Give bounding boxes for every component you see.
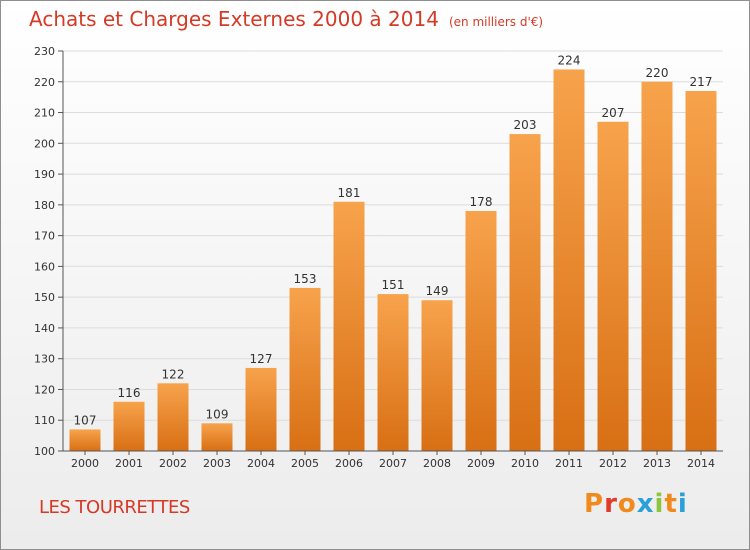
data-label-2012: 207 bbox=[602, 106, 625, 120]
logo-letter: i bbox=[677, 489, 688, 519]
data-label-2002: 122 bbox=[162, 367, 185, 381]
bar-2000 bbox=[69, 429, 101, 451]
bar-2007 bbox=[377, 294, 409, 451]
logo-letter: t bbox=[664, 489, 678, 519]
bar-2009 bbox=[465, 211, 497, 451]
x-tick-label-2005: 2005 bbox=[291, 457, 319, 470]
data-label-2006: 181 bbox=[338, 186, 361, 200]
logo-letter: P bbox=[584, 489, 605, 519]
chart-title: Achats et Charges Externes 2000 à 2014 (e… bbox=[29, 7, 543, 31]
x-tick-label-2007: 2007 bbox=[379, 457, 407, 470]
bar-2001 bbox=[113, 401, 145, 451]
bar-2006 bbox=[333, 201, 365, 451]
x-tick-label-2009: 2009 bbox=[467, 457, 495, 470]
title-text: Achats et Charges Externes 2000 à 2014 bbox=[29, 7, 439, 31]
data-label-2003: 109 bbox=[206, 407, 229, 421]
bar-2010 bbox=[509, 134, 541, 452]
data-label-2005: 153 bbox=[294, 272, 317, 286]
x-tick-label-2004: 2004 bbox=[247, 457, 275, 470]
logo-letter: x bbox=[636, 489, 655, 519]
x-tick-label-2013: 2013 bbox=[643, 457, 671, 470]
y-tick-label: 140 bbox=[34, 322, 55, 335]
x-tick-label-2003: 2003 bbox=[203, 457, 231, 470]
bar-2012 bbox=[597, 121, 629, 452]
data-label-2010: 203 bbox=[514, 118, 537, 132]
data-label-2011: 224 bbox=[558, 53, 581, 67]
proxiti-logo: Proxiti bbox=[584, 489, 688, 519]
data-label-2001: 116 bbox=[118, 386, 141, 400]
x-tick-label-2002: 2002 bbox=[159, 457, 187, 470]
y-tick-label: 210 bbox=[34, 107, 55, 120]
bar-2014 bbox=[685, 91, 717, 451]
x-tick-label-2011: 2011 bbox=[555, 457, 583, 470]
y-tick-label: 120 bbox=[34, 383, 55, 396]
y-tick-label: 190 bbox=[34, 168, 55, 181]
data-label-2000: 107 bbox=[74, 413, 97, 427]
y-tick-label: 100 bbox=[34, 445, 55, 458]
x-tick-label-2014: 2014 bbox=[687, 457, 715, 470]
commune-name: LES TOURRETTES bbox=[39, 497, 190, 518]
axes bbox=[58, 50, 723, 455]
y-tick-label: 220 bbox=[34, 76, 55, 89]
data-label-2009: 178 bbox=[470, 195, 493, 209]
x-tick-label-2012: 2012 bbox=[599, 457, 627, 470]
y-tick-label: 230 bbox=[34, 45, 55, 58]
data-label-2013: 220 bbox=[646, 66, 669, 80]
x-tick-label-2001: 2001 bbox=[115, 457, 143, 470]
x-tick-label-2006: 2006 bbox=[335, 457, 363, 470]
data-label-2007: 151 bbox=[382, 278, 405, 292]
data-label-2008: 149 bbox=[426, 284, 449, 298]
bars bbox=[69, 69, 717, 452]
title-unit: (en milliers d'€) bbox=[448, 15, 544, 29]
x-tick-label-2008: 2008 bbox=[423, 457, 451, 470]
data-label-2004: 127 bbox=[250, 352, 273, 366]
y-tick-label: 130 bbox=[34, 353, 55, 366]
x-tick-label-2010: 2010 bbox=[511, 457, 539, 470]
logo-letter: o bbox=[617, 489, 637, 519]
y-tick-label: 160 bbox=[34, 260, 55, 273]
bar-2004 bbox=[245, 367, 277, 451]
y-tick-label: 110 bbox=[34, 414, 55, 427]
x-tick-label-2000: 2000 bbox=[71, 457, 99, 470]
y-tick-label: 150 bbox=[34, 291, 55, 304]
bar-2008 bbox=[421, 300, 453, 451]
bar-2013 bbox=[641, 81, 673, 452]
y-tick-label: 170 bbox=[34, 230, 55, 243]
logo-letter: r bbox=[604, 489, 618, 519]
labels: 100 110 120 130 140 150 160 170 180 190 200 210 220 2… bbox=[34, 45, 715, 470]
bar-2011 bbox=[553, 69, 585, 451]
logo-letter: i bbox=[654, 489, 665, 519]
data-label-2014: 217 bbox=[690, 75, 713, 89]
bar-2005 bbox=[289, 287, 321, 451]
y-tick-label: 200 bbox=[34, 137, 55, 150]
y-tick-label: 180 bbox=[34, 199, 55, 212]
bar-2003 bbox=[201, 423, 233, 451]
bar-2002 bbox=[157, 383, 189, 451]
